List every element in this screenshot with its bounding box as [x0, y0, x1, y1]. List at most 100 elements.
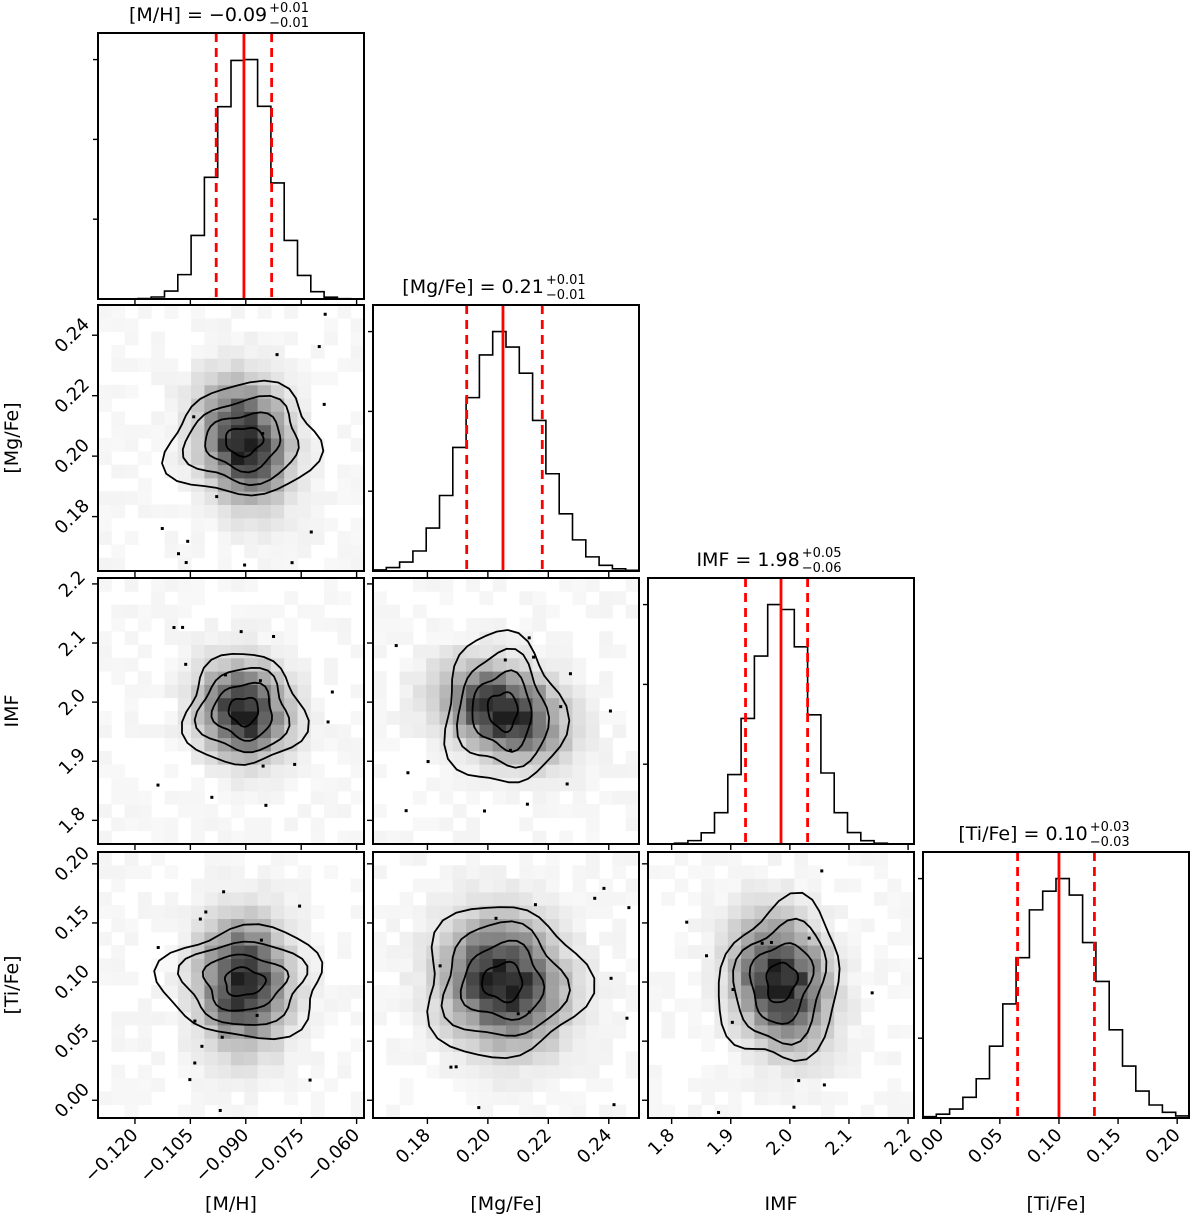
- contour-line: [153, 923, 324, 1041]
- outlier-point: [261, 764, 265, 768]
- density-cell: [820, 1011, 835, 1026]
- density-cell: [111, 905, 126, 919]
- density-cell: [98, 657, 112, 672]
- density-cell: [337, 491, 352, 505]
- density-cell: [191, 1104, 205, 1119]
- density-cell: [452, 985, 467, 999]
- density-cell: [310, 737, 325, 752]
- density-cell: [687, 998, 702, 1013]
- density-cell: [191, 344, 205, 359]
- contour-line: [732, 917, 828, 1046]
- density-cell: [164, 790, 179, 805]
- density-cell: [439, 631, 454, 645]
- density-cell: [204, 657, 219, 672]
- density-cell: [373, 644, 387, 659]
- density-cell: [900, 985, 915, 999]
- density-cell: [231, 371, 245, 386]
- density-cell: [350, 517, 365, 532]
- density-cell: [820, 905, 835, 919]
- density-cell: [741, 905, 755, 919]
- density-cell: [297, 438, 312, 452]
- density-cell: [164, 1011, 179, 1026]
- density-cell: [661, 971, 676, 986]
- outlier-point: [559, 705, 563, 709]
- density-cell: [412, 1024, 427, 1039]
- outlier-point: [426, 760, 430, 764]
- y-tick-label: 0.20: [51, 843, 94, 886]
- density-cell: [559, 631, 573, 645]
- density-cell: [439, 737, 454, 752]
- density-cell: [257, 438, 272, 452]
- density-cell: [177, 931, 192, 946]
- density-cell: [164, 684, 179, 699]
- outlier-point: [156, 946, 160, 950]
- density-cell: [217, 737, 232, 752]
- density-cell: [439, 711, 454, 725]
- outlier-point: [503, 658, 507, 662]
- density-cell: [767, 1078, 782, 1092]
- density-cell: [231, 657, 245, 672]
- density-cell: [191, 878, 205, 893]
- density-cell: [807, 865, 822, 880]
- density-cell: [887, 1091, 902, 1106]
- density-cell: [767, 852, 782, 866]
- density-cell: [270, 451, 285, 466]
- density-cell: [164, 891, 179, 906]
- density-cell: [585, 804, 600, 818]
- density-cell: [559, 830, 573, 845]
- density-cell: [204, 865, 219, 880]
- density-cell: [519, 817, 534, 832]
- density-cell: [191, 1091, 205, 1106]
- density-cell: [399, 1078, 414, 1092]
- density-cell: [177, 557, 192, 572]
- density-cell: [820, 958, 835, 973]
- density-cell: [386, 737, 401, 752]
- density-cell: [532, 878, 547, 893]
- density-cell: [585, 750, 600, 765]
- outlier-point: [215, 495, 219, 499]
- density-cell: [648, 1078, 662, 1092]
- density-cell: [439, 777, 454, 792]
- density-cell: [337, 804, 352, 818]
- density-cell: [124, 724, 139, 739]
- density-cell: [519, 1038, 534, 1052]
- density-cell: [270, 331, 285, 346]
- density-cell: [701, 985, 715, 999]
- density-cell: [231, 905, 245, 919]
- outlier-point: [406, 771, 410, 775]
- density-cell: [244, 711, 259, 725]
- density-cell: [270, 671, 285, 685]
- density-cell: [532, 891, 547, 906]
- density-cell: [284, 1078, 298, 1092]
- density-cell: [714, 905, 729, 919]
- density-cell: [373, 804, 387, 818]
- density-cell: [767, 971, 782, 986]
- density-cell: [559, 998, 573, 1013]
- density-cell: [847, 1024, 862, 1039]
- density-cell: [545, 737, 560, 752]
- density-cell: [754, 891, 769, 906]
- density-cell: [337, 591, 352, 606]
- density-cell: [297, 905, 312, 919]
- density-cell: [151, 1011, 165, 1026]
- density-cell: [701, 971, 715, 986]
- density-cell: [191, 790, 205, 805]
- density-cell: [111, 411, 126, 426]
- density-cell: [794, 1051, 809, 1066]
- density-cell: [386, 1051, 401, 1066]
- density-cell: [257, 617, 272, 632]
- density-cell: [191, 1038, 205, 1052]
- density-cell: [479, 918, 494, 933]
- density-cell: [545, 998, 560, 1013]
- density-cell: [151, 830, 165, 845]
- density-cell: [257, 905, 272, 919]
- density-cell: [257, 878, 272, 893]
- density-cell: [439, 644, 454, 659]
- density-cell: [754, 1091, 769, 1106]
- density-cell: [599, 878, 613, 893]
- density-cell: [559, 724, 573, 739]
- density-cell: [887, 1051, 902, 1066]
- density-cell: [373, 1011, 387, 1026]
- density-cell: [412, 985, 427, 999]
- density-cell: [244, 830, 259, 845]
